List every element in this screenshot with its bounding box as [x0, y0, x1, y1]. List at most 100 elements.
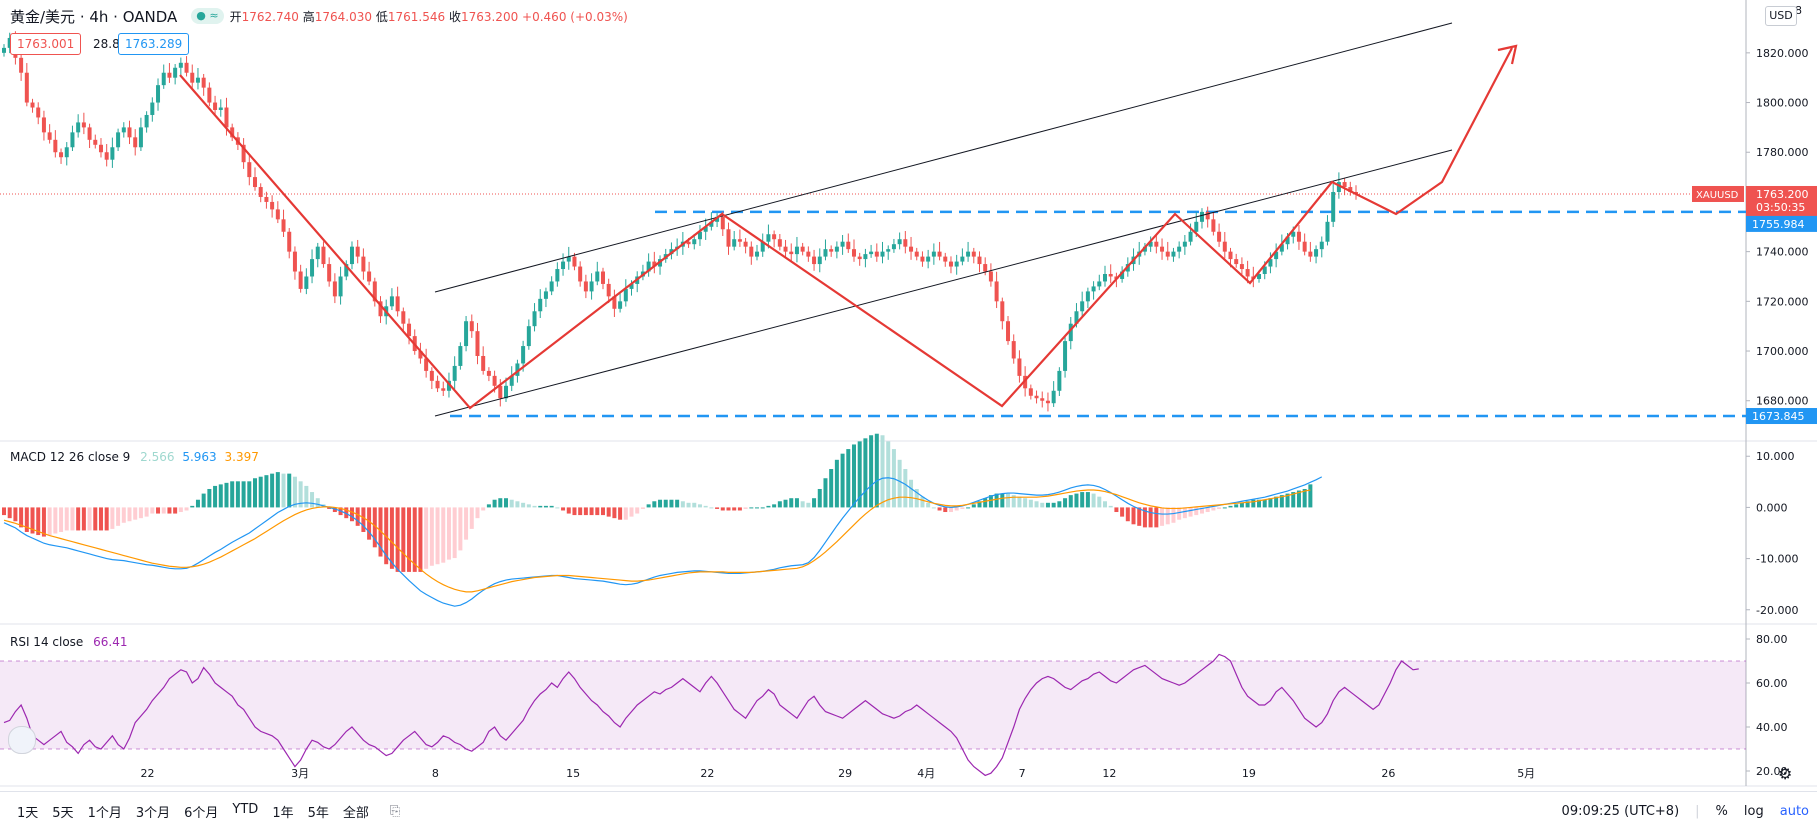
macd-histogram-bar [1148, 507, 1153, 528]
time-tick-label: 22 [700, 767, 714, 780]
candle-body [173, 67, 178, 78]
range-button[interactable]: 全部 [342, 805, 369, 821]
candle-body [241, 144, 246, 163]
range-button[interactable]: 5天 [52, 805, 74, 821]
log-toggle[interactable]: log [1743, 803, 1764, 819]
macd-histogram-bar [789, 498, 794, 508]
macd-histogram-bar [555, 507, 560, 509]
candle-body [1325, 221, 1330, 242]
candle-body [1040, 398, 1045, 401]
range-button[interactable]: 6个月 [184, 805, 219, 821]
macd-histogram-bar [332, 507, 337, 513]
macd-histogram-bar [292, 476, 297, 508]
macd-histogram-bar [549, 505, 554, 508]
candle-body [1285, 236, 1290, 245]
ohlc-readout: 开1762.740 高1764.030 低1761.546 收1763.200 … [229, 9, 628, 24]
candle-body [561, 261, 566, 270]
rsi-legend[interactable]: RSI 14 close 66.41 [10, 635, 128, 649]
candle-body [1302, 241, 1307, 252]
currency-button[interactable]: USD [1765, 6, 1797, 26]
macd-histogram-bar [1154, 507, 1159, 528]
macd-histogram-bar [1245, 501, 1250, 508]
macd-histogram-bar [675, 499, 680, 508]
candle-body [1120, 271, 1125, 279]
clock-readout[interactable]: 09:09:25 (UTC+8) [1561, 803, 1680, 819]
candle-body [600, 271, 605, 284]
macd-histogram-bar [270, 473, 275, 508]
macd-histogram-bar [977, 501, 982, 508]
macd-histogram-bar [144, 507, 149, 517]
macd-histogram-bar [658, 499, 663, 508]
candle-body [595, 271, 600, 282]
candle-body [1296, 231, 1301, 242]
macd-histogram-bar [207, 488, 212, 508]
buy-price-button[interactable]: 1763.289 [118, 33, 190, 55]
percent-toggle[interactable]: % [1715, 803, 1728, 819]
candle-body [121, 127, 126, 133]
macd-histogram-bar [1251, 499, 1256, 508]
candle-body [133, 137, 138, 148]
candle-body [726, 229, 731, 247]
symbol-title[interactable]: 黄金/美元 · 4h · OANDA [10, 7, 178, 26]
sell-price-button[interactable]: 1763.001 [10, 33, 82, 55]
candle-body [81, 122, 86, 128]
macd-histogram-bar [1239, 502, 1244, 508]
candle-body [452, 365, 457, 381]
macd-histogram-bar [988, 495, 993, 508]
last-price-tag: 1763.200 [1756, 188, 1809, 201]
candle-body [966, 251, 971, 257]
macd-histogram-bar [880, 435, 885, 508]
candle-body [1160, 246, 1165, 252]
tradingview-logo-icon[interactable] [8, 726, 36, 754]
range-button[interactable]: 1个月 [87, 805, 122, 821]
range-button[interactable]: 1天 [17, 805, 39, 821]
candle-body [538, 298, 543, 312]
candle-body [1205, 211, 1210, 220]
auto-toggle[interactable]: auto [1779, 803, 1809, 819]
range-button[interactable]: YTD [232, 801, 259, 817]
candle-body [64, 147, 69, 158]
candle-body [1257, 274, 1262, 279]
macd-histogram-bar [943, 507, 948, 513]
candle-body [851, 249, 856, 257]
settings-gear-icon[interactable]: ⚙ [1778, 764, 1793, 783]
candle-body [783, 246, 788, 252]
candle-body [53, 139, 58, 153]
macd-histogram-bar [640, 507, 645, 509]
candle-body [509, 375, 514, 386]
market-status-badge[interactable]: ● ≈ [191, 8, 224, 24]
compare-date-icon[interactable]: ⎘ [389, 803, 401, 819]
macd-histogram-bar [709, 507, 714, 509]
time-tick-label: 29 [838, 767, 852, 780]
macd-legend[interactable]: MACD 12 26 close 9 2.566 5.963 3.397 [10, 450, 259, 464]
candle-body [1331, 192, 1336, 222]
candle-body [817, 256, 822, 265]
macd-histogram-bar [1302, 488, 1307, 508]
candle-body [446, 380, 451, 391]
resistance-price-tag: 1755.984 [1752, 218, 1805, 231]
macd-histogram-bar [618, 507, 623, 520]
candle-body [150, 102, 155, 115]
macd-histogram-bar [1182, 507, 1187, 519]
range-button[interactable]: 1年 [272, 805, 294, 821]
candle-body [1228, 251, 1233, 260]
range-button[interactable]: 5年 [307, 805, 329, 821]
range-button[interactable]: 3个月 [135, 805, 171, 821]
arrow-head-icon [1497, 44, 1518, 65]
macd-histogram-bar [98, 507, 103, 531]
candle-body [789, 251, 794, 255]
candle-body [589, 281, 594, 292]
candle-body [41, 117, 46, 133]
candle-body [429, 370, 434, 381]
macd-histogram-bar [703, 505, 708, 508]
macd-histogram-bar [954, 507, 959, 511]
macd-histogram-bar [726, 507, 731, 511]
candle-body [498, 385, 503, 399]
candle-body [304, 276, 309, 289]
price-tick-label: 1720.000 [1756, 295, 1809, 308]
macd-histogram-bar [1045, 502, 1050, 508]
candle-body [834, 246, 839, 252]
macd-histogram-bar [948, 507, 953, 513]
